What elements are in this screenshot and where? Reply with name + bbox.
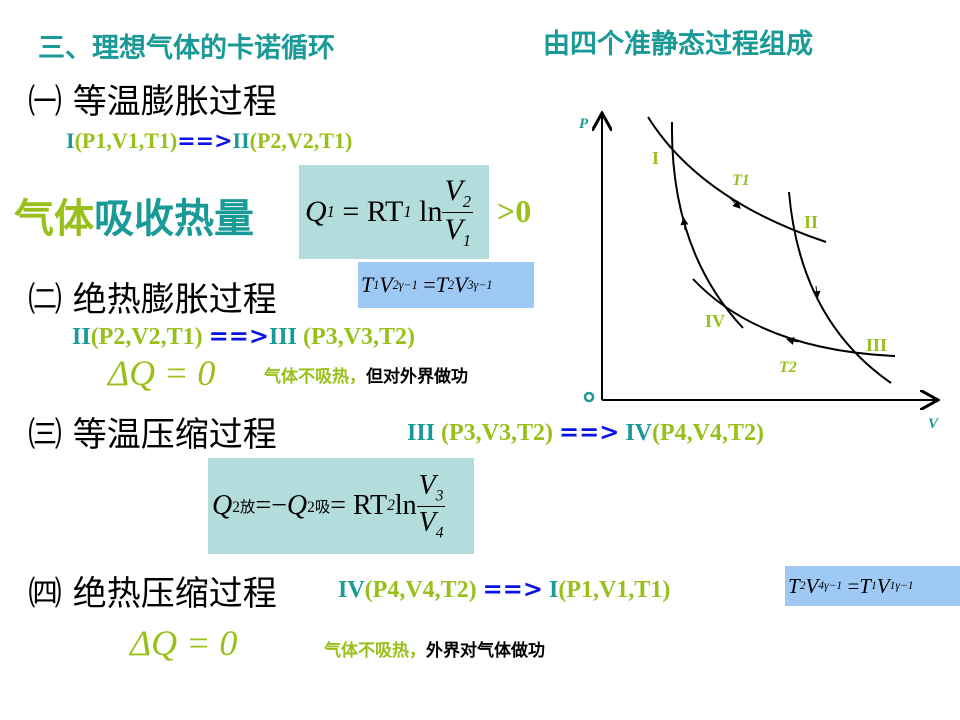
delta-q-zero: ΔQ = 0: [108, 353, 216, 393]
state-id: III: [269, 324, 298, 350]
point-ii: II: [804, 212, 818, 232]
state-id: IV: [619, 420, 653, 446]
v-axis-label: V: [928, 416, 940, 432]
state-params: (P3,V3,T2): [435, 420, 560, 446]
point-i: I: [652, 148, 659, 168]
step3-transition: III (P3,V3,T2) ==> IV(P4,V4,T2): [407, 418, 764, 447]
adiabat-left: [670, 121, 744, 329]
state-params: (P1,V1,T1): [558, 577, 671, 603]
step1-heading: ㈠ 等温膨胀过程: [28, 82, 277, 122]
state-params: (P2,V2,T1): [90, 324, 209, 350]
slide-subtitle: 由四个准静态过程组成: [543, 29, 813, 60]
step2-note: 气体不吸热，但对外界做功: [264, 367, 468, 387]
state-id: IV: [338, 577, 365, 603]
arrow: ==>: [559, 418, 620, 446]
state-params: (P2,V2,T1): [249, 128, 353, 153]
step4-transition: IV(P4,V4,T2) ==> I(P1,V1,T1): [338, 575, 670, 604]
step2-heading: ㈡ 绝热膨胀过程: [28, 280, 277, 320]
isotherm-t2-label: T2: [779, 359, 797, 376]
isotherm-t2: [692, 278, 896, 357]
direction-arrow: [786, 337, 799, 345]
slide-title: 三、理想气体的卡诺循环: [38, 33, 335, 64]
direction-arrow: [812, 285, 821, 299]
step4-note: 气体不吸热，外界对气体做功: [324, 641, 545, 661]
state-params: (P3,V3,T2): [297, 324, 416, 350]
direction-arrow: [729, 197, 741, 209]
delta-q-zero: ΔQ = 0: [130, 623, 238, 663]
positive-sign: >0: [497, 193, 532, 229]
label-part: 吸收热量: [94, 196, 254, 242]
label-part: 气体: [14, 196, 94, 242]
adiabat-right: [788, 191, 892, 384]
state-id: II: [232, 128, 250, 153]
formula-q2: Q 2放 =− Q 2吸 = RT 2 ln V3 V4: [208, 458, 474, 554]
arrow: ==>: [482, 575, 543, 603]
step4-heading: ㈣ 绝热压缩过程: [28, 574, 277, 614]
isotherm-t1-label: T1: [732, 172, 750, 189]
isotherm-t1: [647, 116, 827, 243]
step2-transition: II(P2,V2,T1) ==>III (P3,V3,T2): [72, 322, 415, 351]
state-id: I: [542, 577, 559, 603]
p-axis-label: P: [579, 116, 589, 132]
state-id: III: [407, 420, 436, 446]
state-id: I: [66, 128, 75, 153]
formula-adiabatic-expansion: T 1 V 2 γ−1 = T 2 V 3 γ−1: [358, 262, 534, 308]
arrow: ==>: [208, 322, 269, 350]
arrow: ==>: [177, 129, 233, 154]
state-params: (P4,V4,T2): [652, 420, 764, 446]
point-iii: III: [866, 335, 887, 355]
state-params: (P4,V4,T2): [364, 577, 483, 603]
origin-marker: [583, 391, 595, 403]
point-iv: IV: [705, 311, 725, 331]
state-id: II: [72, 324, 91, 350]
formula-adiabatic-compression: T 2 V 4 γ−1 = T 1 V 1 γ−1: [785, 566, 960, 606]
step3-heading: ㈢ 等温压缩过程: [28, 415, 277, 455]
state-params: (P1,V1,T1): [74, 128, 178, 153]
heat-absorbed-label: 气体吸收热量: [14, 186, 254, 244]
direction-arrow: [680, 217, 689, 231]
step1-transition: I(P1,V1,T1)==>II(P2,V2,T1): [66, 128, 352, 154]
